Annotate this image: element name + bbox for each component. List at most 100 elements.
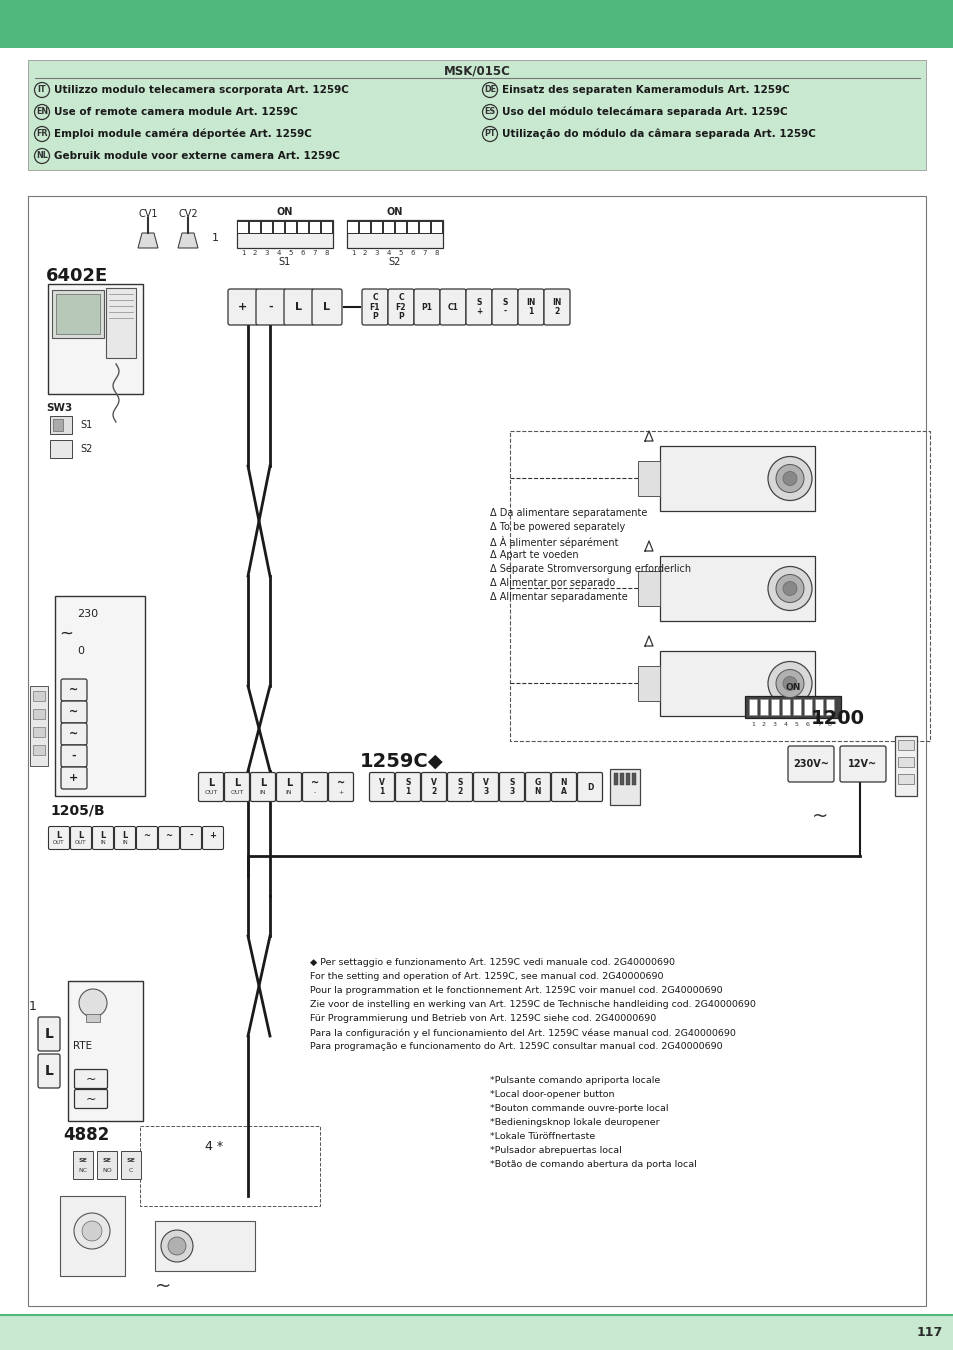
- Text: ~: ~: [154, 1277, 172, 1296]
- Text: -: -: [314, 791, 315, 795]
- Text: 230: 230: [77, 609, 98, 620]
- Text: S
2: S 2: [456, 778, 462, 796]
- Text: 0: 0: [77, 647, 84, 656]
- FancyBboxPatch shape: [302, 772, 327, 802]
- Text: C
F1
P: C F1 P: [370, 293, 380, 321]
- FancyBboxPatch shape: [369, 772, 395, 802]
- Bar: [106, 288, 136, 358]
- Circle shape: [767, 662, 811, 706]
- Bar: [744, 697, 841, 718]
- Text: Uso del módulo telecámara separada Art. 1259C: Uso del módulo telecámara separada Art. …: [501, 107, 787, 117]
- FancyBboxPatch shape: [551, 772, 576, 802]
- Text: -: -: [189, 830, 193, 840]
- Text: 1: 1: [240, 250, 245, 256]
- Text: 1200: 1200: [810, 709, 864, 728]
- Text: MSK/015C: MSK/015C: [443, 65, 510, 77]
- Text: +: +: [70, 774, 78, 783]
- Text: Gebruik module voor externe camera Art. 1259C: Gebruik module voor externe camera Art. …: [54, 151, 339, 161]
- FancyBboxPatch shape: [465, 289, 492, 325]
- Bar: [33, 709, 45, 720]
- Bar: [237, 221, 248, 234]
- Text: G
N: G N: [535, 778, 540, 796]
- Bar: [53, 418, 63, 431]
- FancyBboxPatch shape: [787, 747, 833, 782]
- Text: +: +: [210, 830, 216, 840]
- Bar: [770, 699, 779, 716]
- FancyBboxPatch shape: [228, 289, 257, 325]
- Circle shape: [74, 1214, 110, 1249]
- Text: +: +: [338, 791, 343, 795]
- Circle shape: [79, 990, 107, 1017]
- Bar: [347, 220, 442, 248]
- Text: 8: 8: [324, 250, 329, 256]
- Text: 6: 6: [805, 721, 809, 726]
- Bar: [68, 981, 143, 1120]
- Bar: [825, 699, 833, 716]
- Bar: [262, 221, 272, 234]
- Bar: [310, 221, 319, 234]
- Text: L: L: [56, 830, 62, 840]
- FancyBboxPatch shape: [202, 826, 223, 849]
- Bar: [619, 774, 623, 784]
- Bar: [236, 220, 333, 248]
- Bar: [140, 1126, 319, 1206]
- Circle shape: [775, 464, 803, 493]
- Bar: [614, 774, 618, 784]
- Bar: [638, 460, 659, 495]
- FancyBboxPatch shape: [421, 772, 446, 802]
- Text: 6: 6: [300, 250, 305, 256]
- FancyBboxPatch shape: [395, 772, 420, 802]
- Bar: [0, 0, 953, 49]
- Text: V
3: V 3: [482, 778, 489, 796]
- Text: S
1: S 1: [405, 778, 410, 796]
- Text: L: L: [100, 830, 106, 840]
- Text: 4: 4: [386, 250, 391, 256]
- FancyBboxPatch shape: [198, 772, 223, 802]
- Bar: [33, 691, 45, 701]
- Text: *Pulsador abrepuertas local: *Pulsador abrepuertas local: [490, 1146, 621, 1156]
- FancyBboxPatch shape: [284, 289, 314, 325]
- Text: S2: S2: [389, 256, 401, 267]
- FancyBboxPatch shape: [255, 289, 286, 325]
- Text: Zie voor de instelling en werking van Art. 1259C de Technische handleiding cod. : Zie voor de instelling en werking van Ar…: [310, 1000, 755, 1008]
- Bar: [28, 196, 925, 1305]
- FancyBboxPatch shape: [61, 724, 87, 745]
- Text: 2: 2: [362, 250, 367, 256]
- Text: *Lokale Türöffnertaste: *Lokale Türöffnertaste: [490, 1133, 595, 1141]
- Text: SE: SE: [127, 1157, 135, 1162]
- FancyBboxPatch shape: [251, 772, 275, 802]
- Text: OUT: OUT: [204, 791, 217, 795]
- Text: -: -: [269, 302, 273, 312]
- Text: ~: ~: [86, 1092, 96, 1106]
- Text: V
1: V 1: [378, 778, 384, 796]
- Bar: [781, 699, 789, 716]
- Text: IN: IN: [285, 791, 292, 795]
- Bar: [274, 221, 284, 234]
- Bar: [432, 221, 441, 234]
- Bar: [154, 1220, 254, 1270]
- Text: 1: 1: [29, 999, 37, 1012]
- Text: L: L: [45, 1027, 53, 1041]
- Bar: [408, 221, 417, 234]
- Circle shape: [782, 582, 796, 595]
- Bar: [347, 220, 442, 234]
- FancyBboxPatch shape: [276, 772, 301, 802]
- Text: *Pulsante comando apriporta locale: *Pulsante comando apriporta locale: [490, 1076, 659, 1085]
- Bar: [359, 221, 370, 234]
- FancyBboxPatch shape: [525, 772, 550, 802]
- Bar: [33, 745, 45, 755]
- Text: ~: ~: [59, 625, 73, 643]
- Bar: [609, 769, 639, 805]
- Text: 8: 8: [827, 721, 831, 726]
- Text: L: L: [259, 778, 266, 788]
- Text: ~: ~: [86, 1072, 96, 1085]
- Text: L: L: [286, 778, 292, 788]
- Text: L: L: [122, 830, 128, 840]
- Text: L: L: [208, 778, 213, 788]
- Text: C
F2
P: C F2 P: [395, 293, 406, 321]
- Text: ~: ~: [311, 778, 318, 788]
- FancyBboxPatch shape: [180, 826, 201, 849]
- Bar: [792, 699, 801, 716]
- Text: ~: ~: [336, 778, 345, 788]
- FancyBboxPatch shape: [328, 772, 354, 802]
